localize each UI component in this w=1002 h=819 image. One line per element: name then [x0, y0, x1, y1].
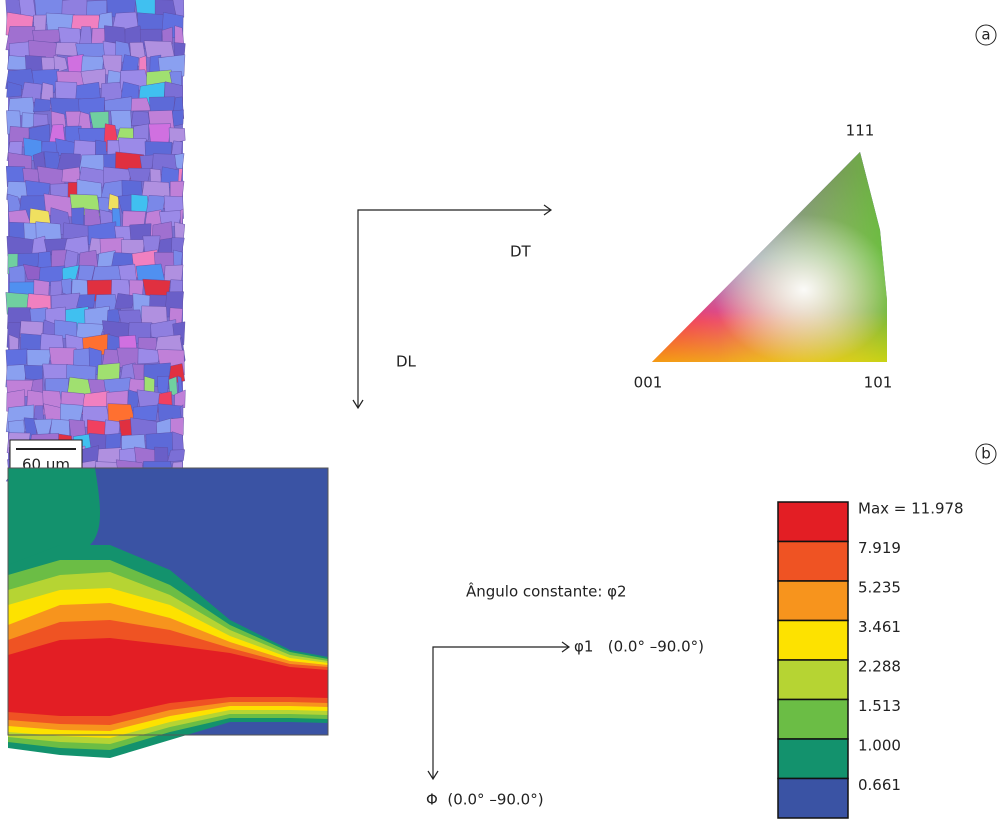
axis-lines: [433, 647, 568, 778]
grain: [128, 168, 151, 182]
legend-swatch: [778, 739, 848, 779]
page: {"panel_labels": ["a", "b"], "scale_bar"…: [0, 0, 1002, 819]
legend-swatch: [778, 502, 848, 542]
orientation-map: [6, 0, 186, 482]
ipf-label: 001: [634, 374, 663, 392]
ipf-label: 101: [864, 374, 893, 392]
grain: [33, 114, 48, 127]
legend-swatch: [778, 542, 848, 582]
legend-label: 0.661: [858, 776, 901, 794]
grain: [131, 111, 150, 125]
legend-label: 2.288: [858, 658, 901, 676]
grain: [115, 293, 136, 308]
odf-caption: Ângulo constante: φ2: [466, 582, 627, 601]
legend-label: 7.919: [858, 539, 901, 557]
grain: [24, 365, 42, 380]
axis-lines: [358, 210, 550, 407]
odf-axis-label: Φ (0.0° –90.0°): [426, 791, 544, 809]
grain: [105, 420, 121, 435]
ipf-triangle: [640, 150, 900, 365]
legend-label: 5.235: [858, 579, 901, 597]
grain: [136, 264, 165, 281]
legend-label: 1.513: [858, 697, 901, 715]
grain: [131, 194, 149, 212]
grain: [33, 99, 50, 112]
legend: Max = 11.978 7.919 5.235 3.461 2.288 1.513 1.0…: [778, 500, 964, 819]
grain: [104, 26, 126, 43]
odf-axis-label: φ1 (0.0° –90.0°): [574, 638, 704, 656]
grain: [168, 450, 185, 462]
legend-swatch: [778, 621, 848, 661]
legend-swatch: [778, 660, 848, 700]
axis-label-dt: DT: [510, 243, 532, 261]
panel-label: a: [981, 26, 990, 44]
grain: [77, 294, 96, 307]
odf-section: [8, 468, 328, 758]
legend-swatch: [778, 700, 848, 740]
panel-label: b: [981, 445, 991, 463]
legend-label: Max = 11.978: [858, 500, 964, 518]
grain: [55, 43, 77, 57]
figure: 60 µm DT DL 111 001 101 a b Ângulo const…: [0, 0, 1002, 819]
ipf-label: 111: [846, 122, 875, 140]
legend-swatch: [778, 779, 848, 819]
legend-swatch: [778, 581, 848, 621]
grain: [175, 153, 184, 170]
legend-label: 1.000: [858, 737, 901, 755]
grain: [172, 110, 183, 126]
legend-label: 3.461: [858, 618, 901, 636]
axis-label-dl: DL: [396, 353, 417, 371]
